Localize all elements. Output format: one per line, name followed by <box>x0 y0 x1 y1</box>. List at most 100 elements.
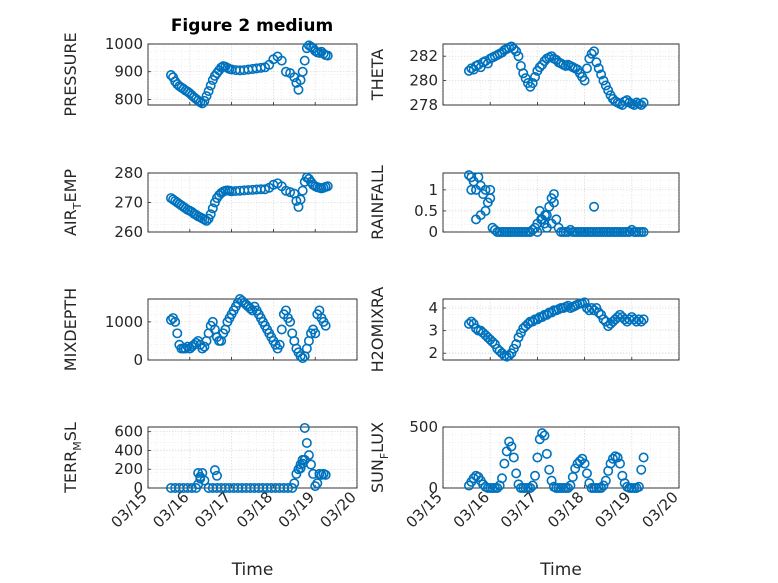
y-tick-label: 0 <box>428 223 438 241</box>
series-rainfall <box>463 170 649 238</box>
data-point <box>463 318 474 329</box>
data-point <box>596 482 607 493</box>
data-point <box>577 453 588 464</box>
y-tick-label: 0 <box>133 351 143 369</box>
data-point <box>463 170 474 181</box>
data-point <box>520 73 531 84</box>
data-point <box>638 452 649 463</box>
x-tick-label: 03/15 <box>108 488 151 531</box>
data-point <box>544 464 555 475</box>
data-point <box>285 316 296 327</box>
data-point <box>525 482 536 493</box>
data-point <box>499 458 510 469</box>
data-point <box>527 316 538 327</box>
data-point <box>541 309 552 320</box>
x-tick-label: 03/16 <box>450 488 493 531</box>
axes-frame <box>147 426 358 489</box>
data-point <box>563 300 574 311</box>
y-tick-label: 3 <box>428 322 438 340</box>
y-axis-label: SUNFLUX <box>368 422 391 493</box>
data-point <box>195 473 206 484</box>
y-tick-label: 280 <box>114 164 143 182</box>
data-point <box>295 463 306 474</box>
data-point <box>530 470 541 481</box>
data-point <box>480 184 491 195</box>
data-point <box>471 323 482 334</box>
data-point <box>626 224 637 235</box>
y-axis-label: MIXDEPTH <box>61 288 80 371</box>
data-point <box>203 86 214 97</box>
data-point <box>511 339 522 350</box>
data-point <box>537 312 548 323</box>
data-point <box>506 441 517 452</box>
data-point <box>276 324 287 335</box>
y-tick-label: 282 <box>409 47 438 65</box>
data-point <box>527 78 538 89</box>
data-point <box>605 458 616 469</box>
x-tick-label: 03/19 <box>591 488 634 531</box>
y-tick-label: 1 <box>428 181 438 199</box>
data-point <box>636 100 647 111</box>
y-tick-label: 1000 <box>105 35 143 53</box>
data-point <box>548 197 559 208</box>
x-tick-label: 03/16 <box>149 488 192 531</box>
series-pressure <box>165 40 333 109</box>
axes-frame <box>442 43 680 106</box>
data-point <box>205 80 216 91</box>
data-point <box>636 316 647 327</box>
data-point <box>589 201 600 212</box>
x-tick-label: 03/17 <box>191 488 234 531</box>
data-point <box>197 343 208 354</box>
y-tick-label: 900 <box>114 63 143 81</box>
x-axis-label: Time <box>539 560 582 580</box>
data-point <box>463 65 474 76</box>
y-tick-label: 2 <box>428 344 438 362</box>
y-tick-label: 0 <box>428 479 438 497</box>
data-point <box>589 46 600 57</box>
y-tick-label: 270 <box>114 194 143 212</box>
data-point <box>289 72 300 83</box>
data-point <box>207 203 218 214</box>
chart-title: Figure 2 medium <box>171 16 333 36</box>
y-axis-label: PRESSURE <box>61 32 80 116</box>
subplot-theta: 278 280 282 THETA <box>368 41 680 114</box>
series-theta <box>463 41 649 111</box>
data-point <box>301 437 312 448</box>
data-point <box>320 320 331 331</box>
data-point <box>598 480 609 491</box>
subplot-mixdepth: 0 1000 MIXDEPTH <box>61 288 358 371</box>
data-point <box>482 58 493 69</box>
x-tick-label: 03/18 <box>544 488 587 531</box>
data-point <box>593 307 604 318</box>
data-point <box>274 339 285 350</box>
data-point <box>603 85 614 96</box>
data-point <box>565 224 576 235</box>
data-point <box>193 467 204 478</box>
data-point <box>511 468 522 479</box>
x-tick-label: 03/19 <box>275 488 318 531</box>
data-point <box>199 341 210 352</box>
y-tick-label: 500 <box>409 418 438 436</box>
data-point <box>172 328 183 339</box>
data-point <box>581 63 592 74</box>
subplot-rainfall: 0 0.5 1 RAINFALL <box>368 165 680 241</box>
data-point <box>563 482 574 493</box>
data-point <box>199 95 210 106</box>
data-point <box>633 481 644 492</box>
data-point <box>310 481 321 492</box>
data-point <box>581 468 592 479</box>
data-point <box>532 452 543 463</box>
data-point <box>276 55 287 66</box>
data-point <box>527 480 538 491</box>
data-point <box>287 482 298 493</box>
data-point <box>295 194 306 205</box>
y-axis-label: H2OMIXRA <box>368 287 387 373</box>
data-point <box>485 193 496 204</box>
data-point <box>513 51 524 62</box>
data-point <box>489 224 500 235</box>
x-tick-label: 03/20 <box>317 488 360 531</box>
data-point <box>504 436 515 447</box>
data-point <box>589 305 600 316</box>
